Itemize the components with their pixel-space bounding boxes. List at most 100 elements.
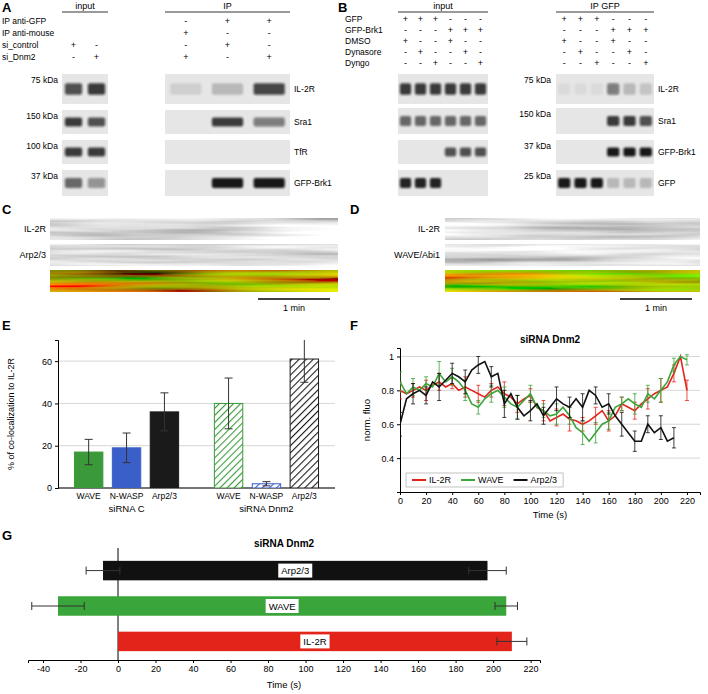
error-bar <box>686 380 687 400</box>
blot-background <box>398 74 488 104</box>
error-cap <box>633 431 637 432</box>
error-cap <box>437 373 441 374</box>
group-label: input <box>75 1 95 11</box>
error-bar <box>595 407 596 424</box>
band <box>607 147 619 156</box>
error-cap <box>476 385 480 386</box>
band <box>640 83 652 94</box>
tick-mark <box>193 660 194 663</box>
condition-sign: - <box>434 36 437 46</box>
condition-sign: - <box>419 58 422 68</box>
tick: 20 <box>422 492 432 506</box>
error-cap <box>541 424 545 425</box>
size-label: 25 kDa <box>524 171 551 181</box>
error-cap <box>685 364 689 365</box>
x-label: Time (s) <box>267 679 301 690</box>
tick-mark <box>55 361 58 362</box>
error-cap <box>685 354 689 355</box>
error-bar <box>495 606 518 607</box>
y-axis: 0204060 <box>42 341 59 494</box>
band <box>445 116 456 126</box>
axis-line <box>55 341 59 489</box>
condition-sign: + <box>448 36 453 46</box>
tick-label: 20 <box>151 664 161 674</box>
error-cap <box>581 420 585 421</box>
kymograph-strip <box>50 270 338 292</box>
size-label: 75 kDa <box>524 75 551 85</box>
error-cap <box>476 373 480 374</box>
tick-mark <box>343 660 344 663</box>
error-cap <box>84 602 85 610</box>
band <box>212 117 243 126</box>
size-label: 37 kDa <box>524 141 551 151</box>
condition-sign: - <box>404 58 407 68</box>
tick-mark <box>397 458 400 459</box>
condition-label: si_Dnm2 <box>2 52 36 62</box>
error-cap <box>594 407 598 408</box>
error-cap <box>411 383 415 384</box>
tick: 200 <box>654 492 669 506</box>
error-cap <box>594 386 598 387</box>
bar-label: IL-2R <box>303 636 326 647</box>
tick: 0.4 <box>381 453 400 463</box>
panel-letter: A <box>2 0 12 15</box>
condition-sign: + <box>183 28 188 38</box>
error-cap <box>555 410 559 411</box>
error-cap <box>541 407 545 408</box>
condition-sign: - <box>464 58 467 68</box>
channel-label: Arp2/3 <box>19 250 46 260</box>
band <box>170 83 201 94</box>
blot-background <box>62 110 108 134</box>
tick-label: 200 <box>654 496 669 506</box>
group-label: IP <box>223 1 232 11</box>
error-cap <box>160 392 168 393</box>
error-cap <box>262 485 270 486</box>
band <box>88 117 105 126</box>
error-cap <box>437 361 441 362</box>
error-cap <box>607 431 611 432</box>
condition-sign: + <box>225 40 230 50</box>
tick-label: 0 <box>47 483 52 493</box>
error-cap <box>450 388 454 389</box>
error-bar <box>164 393 165 431</box>
error-bar <box>478 385 479 402</box>
error-bar <box>32 606 85 607</box>
error-cap <box>646 408 650 409</box>
condition-sign: + <box>183 52 188 62</box>
panel-letter: D <box>350 202 359 217</box>
row-label: TfR <box>294 147 308 157</box>
bars <box>74 340 318 488</box>
x-axis: -40-20020406080100120140160180200220 <box>29 660 541 674</box>
tick-label: 1 <box>389 352 394 362</box>
kymograph-panel: DIL-2RWAVE/Abi11 min <box>350 202 700 313</box>
error-cap <box>411 403 415 404</box>
error-cap <box>568 397 572 398</box>
error-cap <box>607 393 611 394</box>
tick-label: 80 <box>500 496 510 506</box>
tick-label: 160 <box>411 664 426 674</box>
tick-mark <box>635 492 636 495</box>
size-label: 150 kDa <box>519 109 551 119</box>
error-bar <box>582 421 583 445</box>
channel-label: IL-2R <box>24 224 47 234</box>
band <box>430 147 441 156</box>
error-cap <box>450 385 454 386</box>
tick: 220 <box>524 660 539 674</box>
kymograph-strip <box>50 244 338 266</box>
error-cap <box>633 451 637 452</box>
band <box>640 178 652 188</box>
tick-mark <box>426 492 427 495</box>
condition-sign: - <box>449 58 452 68</box>
condition-sign: - <box>184 40 187 50</box>
band <box>574 116 586 126</box>
error-bar <box>228 378 229 429</box>
condition-sign: + <box>267 16 272 26</box>
band <box>475 178 486 188</box>
error-cap <box>646 432 650 433</box>
blot-background <box>556 140 654 164</box>
tick-label: 140 <box>374 664 389 674</box>
band <box>475 147 486 156</box>
error-cap <box>225 428 233 429</box>
blot-background <box>556 170 654 196</box>
tick: 180 <box>628 492 643 506</box>
